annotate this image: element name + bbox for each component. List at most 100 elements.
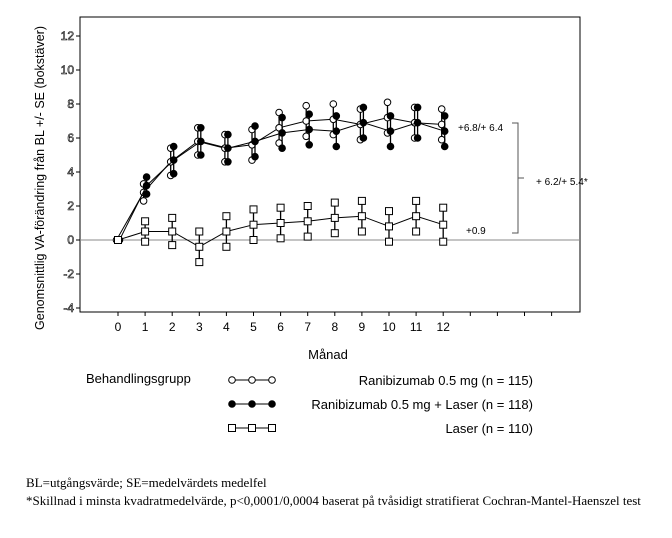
- error-cap: [413, 103, 422, 112]
- error-cap: [168, 213, 177, 222]
- error-cap: [413, 134, 422, 142]
- error-cap: [195, 258, 204, 267]
- data-point: [224, 144, 232, 152]
- error-cap: [197, 124, 205, 132]
- error-cap: [141, 237, 150, 246]
- legend-label: Laser (n = 110): [445, 421, 533, 436]
- data-point: [332, 127, 341, 135]
- x-tick-label: 1: [142, 320, 149, 334]
- error-cap: [305, 141, 314, 149]
- x-tick-label: 9: [359, 320, 366, 334]
- data-point: [357, 212, 366, 221]
- x-tick-label: 3: [196, 320, 203, 334]
- error-cap: [168, 241, 177, 250]
- x-tick-label: 4: [223, 320, 230, 334]
- error-cap: [386, 142, 395, 151]
- data-point: [439, 220, 448, 229]
- error-cap: [332, 142, 341, 151]
- legend-label: Ranibizumab 0.5 mg (n = 115): [359, 373, 533, 388]
- error-cap: [359, 103, 368, 112]
- error-cap: [439, 203, 448, 212]
- error-cap: [142, 173, 151, 181]
- data-point: [249, 220, 258, 229]
- data-point: [222, 227, 231, 236]
- x-tick-label: 0: [115, 320, 122, 334]
- error-cap: [412, 196, 421, 205]
- legend-marker: [248, 424, 256, 432]
- legend-marker: [268, 400, 276, 408]
- y-tick-label: 2: [67, 199, 74, 213]
- legend-marker: [248, 400, 256, 408]
- plot-frame: [79, 16, 581, 313]
- error-cap: [222, 242, 231, 251]
- y-tick-label: -4: [63, 301, 74, 315]
- x-tick-label: 8: [331, 320, 338, 334]
- data-point: [386, 127, 395, 135]
- error-cap: [249, 236, 258, 244]
- annotation-laser: +0.9: [466, 226, 486, 237]
- data-point: [330, 213, 339, 222]
- error-cap: [439, 237, 448, 246]
- legend-marker: [228, 400, 236, 408]
- error-cap: [139, 197, 148, 205]
- data-point: [168, 227, 177, 236]
- error-cap: [224, 158, 232, 166]
- data-point: [437, 120, 446, 129]
- error-cap: [222, 212, 231, 221]
- data-point: [303, 217, 312, 226]
- error-cap: [440, 112, 449, 120]
- error-cap: [276, 234, 285, 243]
- annotation-ranibizumab: +6.8/+ 6.4: [458, 123, 503, 134]
- error-cap: [330, 198, 339, 207]
- data-point: [251, 137, 259, 146]
- error-cap: [412, 227, 421, 236]
- footnote-2: *Skillnad i minsta kvadratmedelvärde, p<…: [26, 493, 641, 508]
- error-cap: [305, 110, 314, 118]
- error-cap: [195, 227, 204, 236]
- error-cap: [357, 196, 366, 205]
- error-cap: [332, 112, 341, 120]
- data-point: [305, 125, 314, 134]
- data-point: [440, 127, 449, 135]
- data-point: [385, 222, 393, 231]
- error-cap: [169, 142, 178, 151]
- legend-marker: [228, 424, 236, 432]
- error-cap: [278, 144, 286, 152]
- legend-title: Behandlingsgrupp: [86, 371, 191, 386]
- error-cap: [440, 142, 449, 151]
- error-cap: [276, 203, 285, 212]
- data-point: [276, 219, 285, 227]
- data-point: [195, 242, 204, 251]
- y-tick-label: 10: [61, 63, 75, 77]
- y-tick-label: 12: [61, 29, 75, 43]
- error-cap: [302, 101, 311, 110]
- x-tick-label: 6: [277, 320, 284, 334]
- error-cap: [197, 151, 205, 159]
- error-cap: [303, 232, 312, 241]
- error-cap: [330, 229, 339, 238]
- y-tick-label: 0: [67, 233, 74, 247]
- error-cap: [386, 112, 395, 120]
- x-tick-label: 5: [250, 320, 257, 334]
- error-cap: [251, 122, 259, 130]
- data-point: [278, 129, 286, 137]
- x-axis-label: Månad: [308, 347, 348, 362]
- x-tick-label: 2: [169, 320, 176, 334]
- error-cap: [251, 152, 259, 161]
- data-point: [141, 227, 150, 236]
- error-cap: [278, 113, 286, 122]
- error-cap: [141, 217, 150, 226]
- x-tick-label: 10: [382, 320, 396, 334]
- data-point: [412, 212, 421, 221]
- y-tick-label: 8: [67, 97, 74, 111]
- x-tick-label: 12: [437, 320, 451, 334]
- legend-marker: [228, 376, 236, 384]
- error-cap: [169, 169, 178, 178]
- data-point: [302, 117, 311, 125]
- error-cap: [249, 205, 258, 214]
- error-cap: [329, 100, 338, 108]
- data-point: [114, 236, 122, 244]
- error-cap: [385, 207, 393, 216]
- legend-label: Ranibizumab 0.5 mg + Laser (n = 118): [311, 397, 533, 412]
